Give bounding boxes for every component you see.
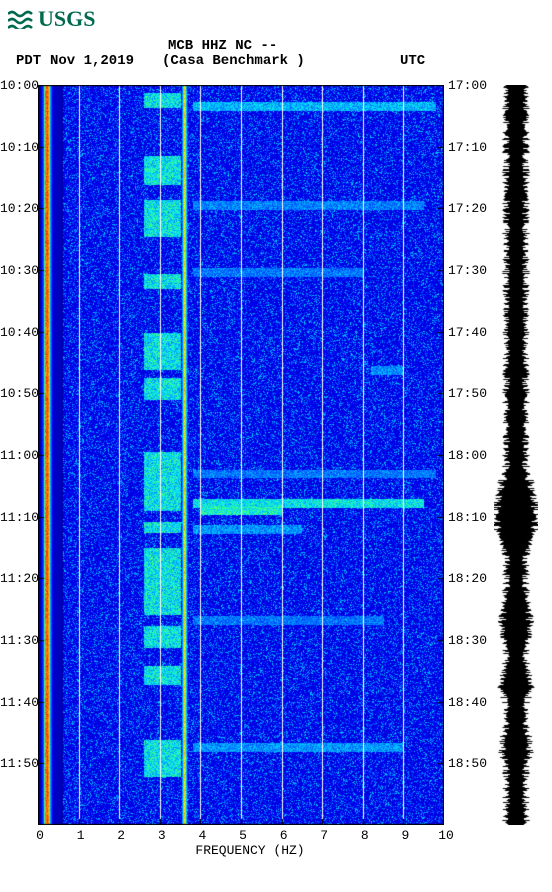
utc-tick: 18:10 [448, 510, 488, 525]
pdt-tick: 11:20 [0, 571, 36, 586]
utc-tick: 18:50 [448, 756, 488, 771]
pdt-tick: 10:30 [0, 263, 36, 278]
utc-tick: 17:30 [448, 263, 488, 278]
pdt-tick: 11:40 [0, 695, 36, 710]
pdt-tick: 10:50 [0, 386, 36, 401]
x-axis-label: FREQUENCY (HZ) [150, 843, 350, 858]
pdt-tick: 11:00 [0, 448, 36, 463]
utc-tick: 17:50 [448, 386, 488, 401]
site-label: (Casa Benchmark ) [162, 53, 305, 69]
freq-tick: 9 [395, 828, 415, 843]
freq-tick: 6 [274, 828, 294, 843]
chart-title: MCB HHZ NC -- [168, 38, 277, 54]
utc-tick: 18:20 [448, 571, 488, 586]
utc-tick: 17:40 [448, 325, 488, 340]
amplitude-strip [494, 85, 538, 825]
freq-tick: 2 [111, 828, 131, 843]
date-label: Nov 1,2019 [50, 53, 134, 69]
pdt-tick: 11:30 [0, 633, 36, 648]
pdt-tick: 11:10 [0, 510, 36, 525]
usgs-waves-icon [8, 9, 34, 29]
freq-tick: 4 [192, 828, 212, 843]
pdt-tick: 11:50 [0, 756, 36, 771]
freq-tick: 7 [314, 828, 334, 843]
utc-tick: 18:30 [448, 633, 488, 648]
pdt-tick: 10:10 [0, 140, 36, 155]
freq-tick: 5 [233, 828, 253, 843]
usgs-logo-text: USGS [38, 6, 95, 32]
pdt-label: PDT [16, 53, 41, 69]
utc-tick: 18:00 [448, 448, 488, 463]
utc-tick: 17:10 [448, 140, 488, 155]
utc-tick: 18:40 [448, 695, 488, 710]
pdt-tick: 10:40 [0, 325, 36, 340]
pdt-tick: 10:20 [0, 201, 36, 216]
pdt-tick: 10:00 [0, 78, 36, 93]
spectrogram-plot [38, 85, 444, 825]
freq-tick: 10 [436, 828, 456, 843]
amplitude-canvas [494, 85, 538, 825]
page-root: USGS MCB HHZ NC -- PDT Nov 1,2019 (Casa … [0, 0, 552, 892]
freq-tick: 0 [30, 828, 50, 843]
freq-tick: 3 [152, 828, 172, 843]
usgs-logo: USGS [8, 6, 95, 32]
utc-tick: 17:20 [448, 201, 488, 216]
utc-label: UTC [400, 53, 425, 69]
spectrogram-canvas [38, 85, 444, 825]
freq-tick: 8 [355, 828, 375, 843]
freq-tick: 1 [71, 828, 91, 843]
utc-tick: 17:00 [448, 78, 488, 93]
